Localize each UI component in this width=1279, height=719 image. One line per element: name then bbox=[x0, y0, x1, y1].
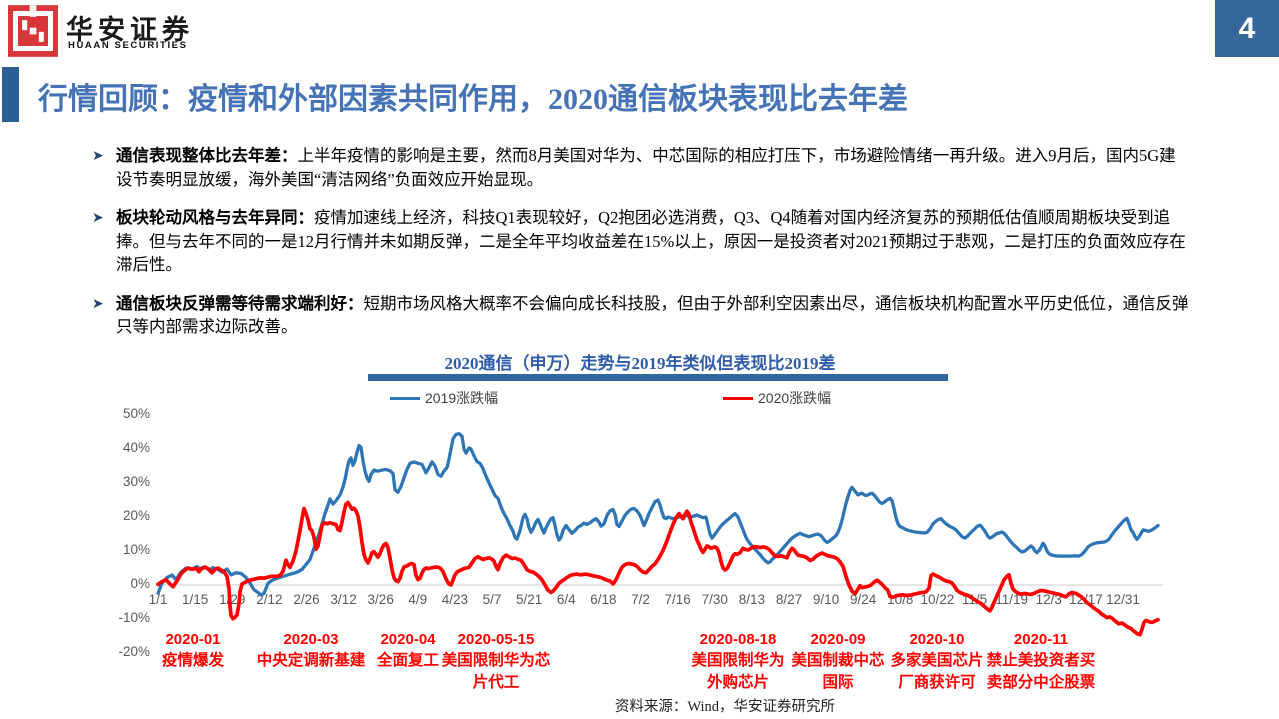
event-annotation-text: 美国限制华为芯 bbox=[441, 652, 551, 669]
event-annotation: 2020-11 禁止美投资者买 卖部分中企股票 bbox=[987, 629, 1096, 694]
y-axis-tick-label: 10% bbox=[122, 542, 150, 557]
brand-name-en: HUAAN SECURITIES bbox=[68, 40, 188, 51]
huaan-logo bbox=[8, 5, 58, 57]
page-title: 行情回顾：疫情和外部因素共同作用，2020通信板块表现比去年差 bbox=[38, 83, 908, 116]
y-axis-tick-label: 40% bbox=[122, 440, 150, 455]
x-axis-tick-label: 6/18 bbox=[590, 592, 617, 607]
legend-line-swatch-blue bbox=[390, 396, 420, 400]
x-axis-tick-label: 9/24 bbox=[850, 592, 877, 607]
bullet-body-2: 疫情加速线上经济，科技Q1表现较好，Q2抱团必选消费，Q3、Q4随着对国内经济复… bbox=[116, 208, 1186, 274]
event-annotation-text: 美国制裁中芯 bbox=[791, 652, 885, 669]
event-annotation-text: 外购芯片 bbox=[706, 674, 770, 691]
source-line: 资料来源：Wind，华安证券研究所 bbox=[614, 699, 836, 715]
bullet-item-2: ➤ 板块轮动风格与去年异同：疫情加速线上经济，科技Q1表现较好，Q2抱团必选消费… bbox=[92, 206, 1192, 277]
x-axis-tick-label: 4/23 bbox=[441, 592, 469, 607]
brand-name-cn: 华安证券 bbox=[66, 15, 194, 45]
legend-label-2019: 2019涨跌幅 bbox=[425, 390, 499, 406]
event-annotation-text: 全面复工 bbox=[376, 652, 440, 669]
event-annotation: 2020-04 全面复工 bbox=[377, 629, 439, 672]
bullet-body-1: 上半年疫情的影响是主要，然而8月美国对华为、中芯国际的相应打压下，市场避险情绪一… bbox=[116, 146, 1176, 189]
y-axis-tick-label: -20% bbox=[118, 644, 150, 659]
bullet-text-1: 通信表现整体比去年差：上半年疫情的影响是主要，然而8月美国对华为、中芯国际的相应… bbox=[116, 144, 1192, 191]
bullet-head-3: 通信板块反弹需等待需求端利好： bbox=[116, 293, 364, 313]
event-annotation-date: 2020-11 bbox=[1013, 631, 1069, 648]
event-annotation-date: 2020-10 bbox=[909, 631, 965, 648]
x-axis-tick-label: 11/19 bbox=[995, 592, 1029, 607]
x-axis-tick-label: 1/15 bbox=[181, 592, 209, 607]
x-axis-tick-label: 4/9 bbox=[408, 592, 428, 607]
event-annotation-date: 2020-03 bbox=[283, 631, 339, 648]
bullet-item-3: ➤ 通信板块反弹需等待需求端利好：短期市场风格大概率不会偏向成长科技股，但由于外… bbox=[92, 292, 1192, 339]
event-annotation-text: 片代工 bbox=[472, 674, 520, 691]
event-annotation: 2020-08-18 美国限制华为 外购芯片 bbox=[691, 629, 784, 694]
event-annotation-date: 2020-05-15 bbox=[457, 631, 535, 648]
x-axis-tick-label: 8/13 bbox=[738, 592, 765, 607]
y-axis-tick-label: 20% bbox=[122, 508, 150, 523]
event-annotation: 2020-03 中央定调新基建 bbox=[257, 629, 366, 672]
x-axis-tick-label: 12/17 bbox=[1068, 592, 1103, 607]
event-annotation: 2020-05-15 美国限制华为芯 片代工 bbox=[442, 629, 551, 694]
series-line-2019 bbox=[156, 432, 1160, 597]
bullet-head-2: 板块轮动风格与去年异同： bbox=[116, 208, 314, 227]
event-annotation: 2020-09 美国制裁中芯 国际 bbox=[791, 629, 884, 694]
bullet-body-3: 短期市场风格大概率不会偏向成长科技股，但由于外部利空因素出尽，通信板块机构配置水… bbox=[116, 293, 1189, 337]
bullet-text-3: 通信板块反弹需等待需求端利好：短期市场风格大概率不会偏向成长科技股，但由于外部利… bbox=[116, 292, 1192, 339]
x-axis-tick-label: 7/30 bbox=[701, 592, 728, 607]
x-axis-tick-label: 5/7 bbox=[482, 592, 502, 607]
event-annotation: 2020-01 疫情爆发 bbox=[162, 629, 224, 672]
event-annotation-text: 国际 bbox=[822, 674, 854, 691]
event-annotation: 2020-10 多家美国芯片 厂商获许可 bbox=[890, 629, 983, 694]
event-annotation-date: 2020-08-18 bbox=[699, 631, 777, 648]
x-axis-tick-label: 10/8 bbox=[887, 592, 914, 607]
event-annotation-date: 2020-04 bbox=[380, 631, 436, 648]
bullet-text-2: 板块轮动风格与去年异同：疫情加速线上经济，科技Q1表现较好，Q2抱团必选消费，Q… bbox=[116, 206, 1192, 277]
arrow-bullet-icon: ➤ bbox=[92, 147, 104, 163]
x-axis-tick-label: 12/3 bbox=[1035, 592, 1062, 607]
event-annotation-date: 2020-01 bbox=[165, 631, 221, 648]
chart-title-underline bbox=[368, 374, 948, 381]
event-annotation-text: 中央定调新基建 bbox=[256, 652, 366, 669]
event-annotation-text: 禁止美投资者买 bbox=[986, 652, 1096, 669]
chart-title: 2020通信（申万）走势与2019年类似但表现比2019差 bbox=[444, 354, 836, 373]
x-axis-tick-label: 5/21 bbox=[516, 592, 543, 607]
event-annotation-text: 厂商获许可 bbox=[898, 674, 976, 691]
bullet-head-1: 通信表现整体比去年差： bbox=[116, 146, 298, 165]
x-axis-tick-label: 8/27 bbox=[775, 592, 803, 607]
x-axis-tick-label: 2/26 bbox=[293, 592, 320, 607]
legend-line-swatch-red bbox=[723, 396, 753, 400]
huaan-logo-icon bbox=[8, 5, 58, 57]
x-axis-tick-label: 2/12 bbox=[256, 592, 283, 607]
x-axis-tick-label: 11/5 bbox=[961, 592, 988, 607]
page-number-badge: 4 bbox=[1215, 0, 1279, 57]
legend-item-2019: 2019涨跌幅 bbox=[390, 390, 498, 406]
x-axis-tick-label: 3/12 bbox=[330, 592, 357, 607]
title-accent-bar bbox=[2, 67, 19, 122]
event-annotation-text: 疫情爆发 bbox=[161, 652, 225, 669]
bullet-item-1: ➤ 通信表现整体比去年差：上半年疫情的影响是主要，然而8月美国对华为、中芯国际的… bbox=[92, 144, 1192, 191]
x-axis-tick-label: 7/2 bbox=[631, 592, 650, 607]
legend-item-2020: 2020涨跌幅 bbox=[723, 390, 831, 406]
x-axis-tick-label: 7/16 bbox=[664, 592, 691, 607]
event-annotation-text: 美国限制华为 bbox=[691, 652, 785, 669]
event-annotation-date: 2020-09 bbox=[810, 631, 866, 648]
x-axis-tick-label: 6/4 bbox=[556, 592, 576, 607]
y-axis-tick-label: 50% bbox=[122, 406, 150, 421]
x-axis-tick-label: 3/26 bbox=[367, 592, 394, 607]
x-axis-tick-label: 1/29 bbox=[219, 592, 246, 607]
x-axis-tick-label: 12/31 bbox=[1106, 592, 1140, 607]
legend-label-2020: 2020涨跌幅 bbox=[758, 390, 832, 406]
x-axis-tick-label: 10/22 bbox=[920, 592, 955, 607]
y-axis-tick-label: 0% bbox=[130, 576, 150, 591]
event-annotation-text: 卖部分中企股票 bbox=[986, 674, 1096, 691]
x-axis-tick-label: 1/1 bbox=[148, 592, 168, 607]
x-axis-tick-label: 9/10 bbox=[812, 592, 840, 607]
arrow-bullet-icon: ➤ bbox=[92, 209, 104, 225]
event-annotation-text: 多家美国芯片 bbox=[890, 652, 984, 669]
series-line-2020 bbox=[156, 500, 1160, 637]
bullet-list: ➤ 通信表现整体比去年差：上半年疫情的影响是主要，然而8月美国对华为、中芯国际的… bbox=[92, 144, 1192, 354]
y-axis-tick-label: 30% bbox=[122, 474, 150, 489]
arrow-bullet-icon: ➤ bbox=[92, 294, 104, 311]
y-axis-tick-label: -10% bbox=[118, 610, 150, 625]
